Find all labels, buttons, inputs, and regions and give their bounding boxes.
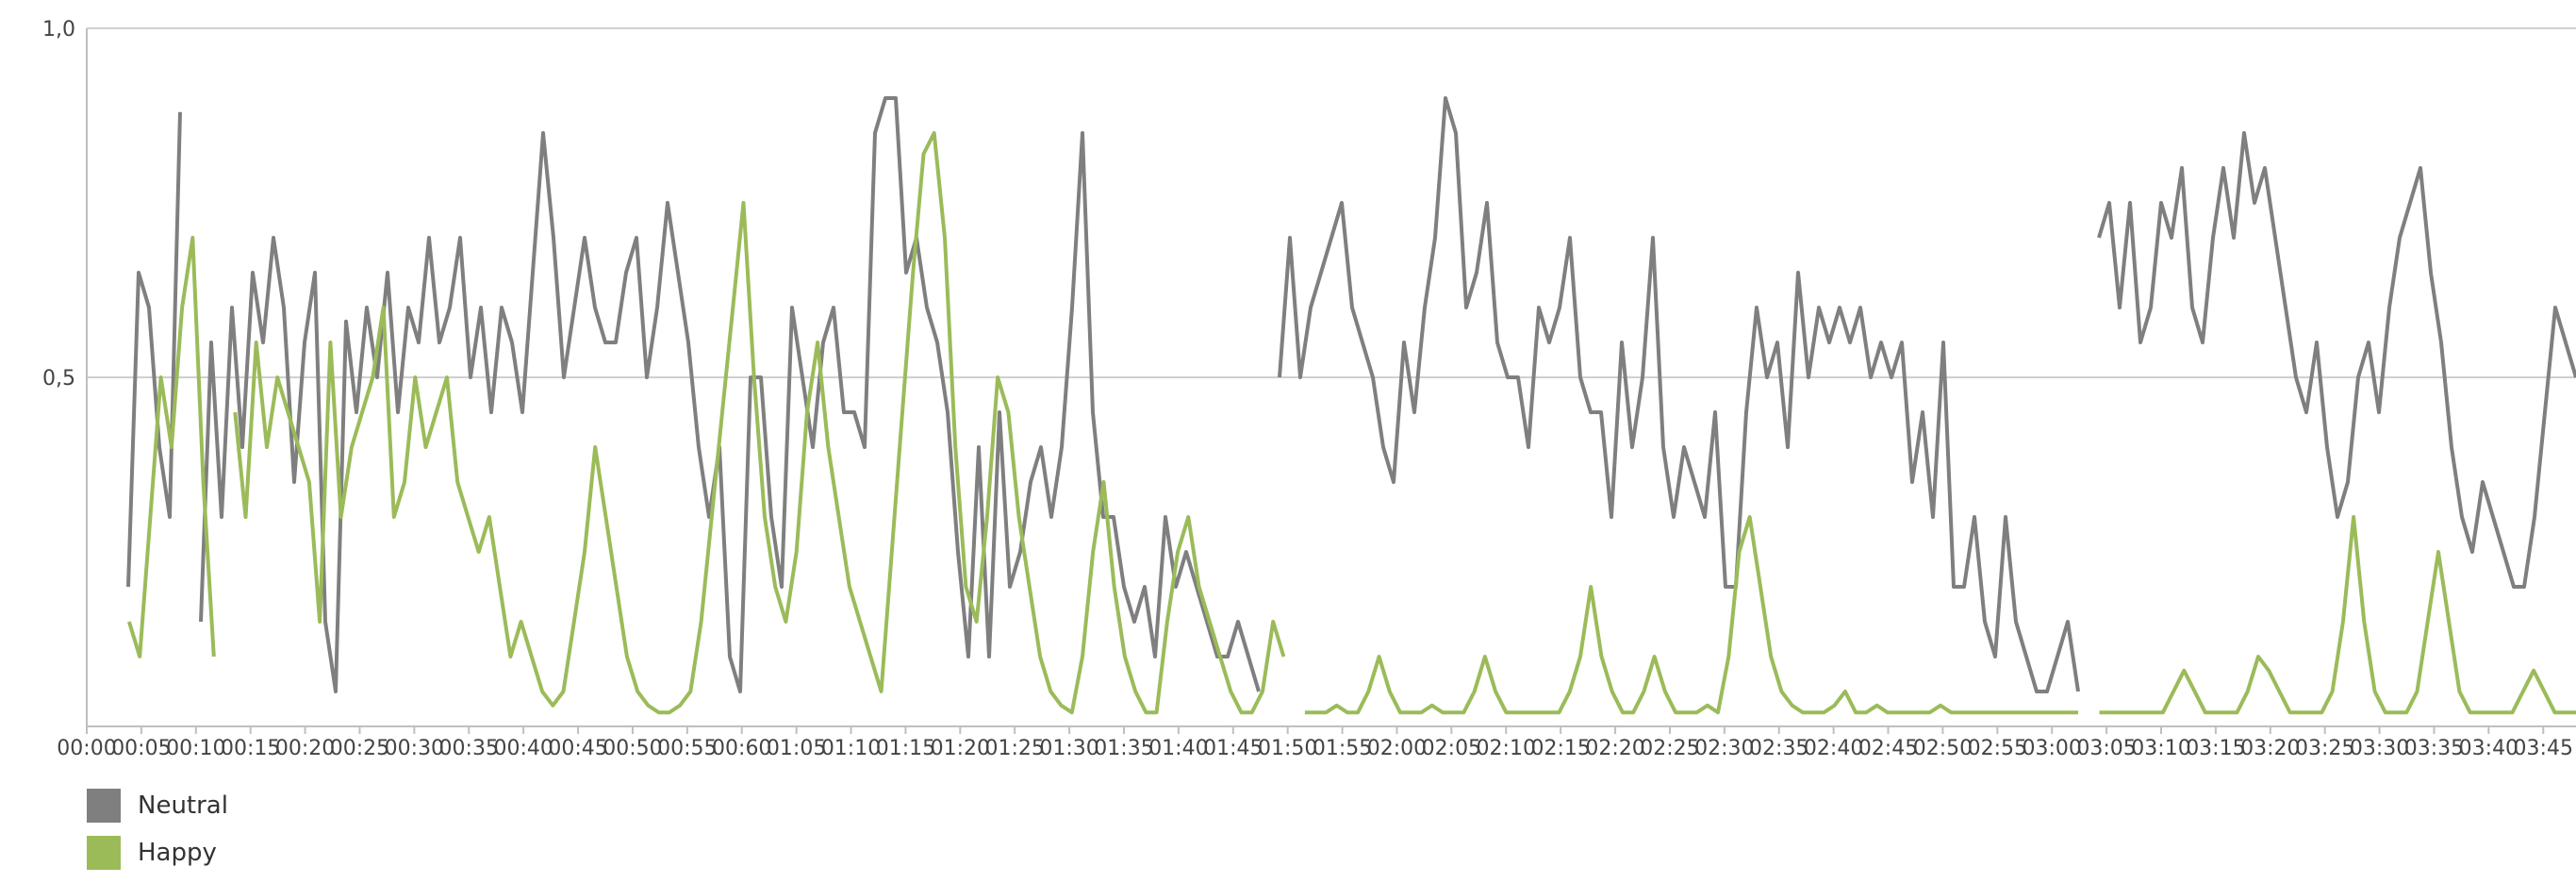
tick-layer: 1,00,500:0000:0500:1000:1500:2000:2500:3… bbox=[42, 18, 2573, 760]
x-tick-label-15: 01:15 bbox=[876, 737, 935, 760]
x-tick-label-24: 02:00 bbox=[1367, 737, 1427, 760]
x-tick-label-40: 03:20 bbox=[2240, 737, 2300, 760]
x-tick-label-32: 02:40 bbox=[1804, 737, 1863, 760]
x-tick-label-6: 00:30 bbox=[385, 737, 444, 760]
x-tick-label-28: 02:20 bbox=[1585, 737, 1644, 760]
x-tick-label-21: 01:45 bbox=[1203, 737, 1263, 760]
x-tick-label-17: 01:25 bbox=[985, 737, 1045, 760]
x-tick-label-0: 00:00 bbox=[57, 737, 116, 760]
y-tick-label-1: 0,5 bbox=[42, 367, 75, 391]
x-tick-label-31: 02:35 bbox=[1749, 737, 1808, 760]
x-tick-label-29: 02:25 bbox=[1640, 737, 1699, 760]
x-tick-label-42: 03:30 bbox=[2350, 737, 2409, 760]
grid-layer bbox=[87, 27, 2576, 378]
x-tick-label-27: 02:15 bbox=[1530, 737, 1590, 760]
x-tick-label-25: 02:05 bbox=[1422, 737, 1481, 760]
x-tick-label-18: 01:30 bbox=[1039, 737, 1098, 760]
x-tick-label-2: 00:10 bbox=[166, 737, 225, 760]
x-tick-label-33: 02:45 bbox=[1858, 737, 1918, 760]
series-line-neutral bbox=[126, 96, 2576, 693]
legend-swatch-neutral bbox=[87, 789, 121, 823]
x-tick-label-41: 03:25 bbox=[2295, 737, 2354, 760]
x-tick-label-3: 00:15 bbox=[221, 737, 280, 760]
legend-swatch-happy bbox=[87, 836, 121, 870]
legend: Neutral Happy bbox=[87, 787, 228, 881]
x-tick-label-12: 00:60 bbox=[712, 737, 771, 760]
legend-item-neutral[interactable]: Neutral bbox=[87, 787, 228, 825]
x-tick-label-1: 00:05 bbox=[111, 737, 171, 760]
x-tick-label-4: 00:20 bbox=[275, 737, 335, 760]
x-tick-label-43: 03:35 bbox=[2404, 737, 2464, 760]
x-tick-label-11: 00:55 bbox=[657, 737, 717, 760]
x-tick-label-20: 01:40 bbox=[1148, 737, 1208, 760]
x-tick-label-26: 02:10 bbox=[1477, 737, 1536, 760]
x-tick-label-36: 03:00 bbox=[2023, 737, 2082, 760]
y-tick-label-0: 1,0 bbox=[42, 18, 75, 42]
x-tick-label-7: 00:35 bbox=[439, 737, 499, 760]
axis-layer bbox=[86, 28, 2576, 734]
x-tick-label-30: 02:30 bbox=[1694, 737, 1754, 760]
x-tick-label-38: 03:10 bbox=[2131, 737, 2190, 760]
x-tick-label-35: 02:55 bbox=[1968, 737, 2027, 760]
x-tick-label-13: 01:05 bbox=[767, 737, 826, 760]
x-tick-label-9: 00:45 bbox=[548, 737, 607, 760]
legend-item-happy[interactable]: Happy bbox=[87, 834, 228, 872]
x-tick-label-22: 01:50 bbox=[1258, 737, 1317, 760]
x-tick-label-37: 03:05 bbox=[2076, 737, 2136, 760]
x-tick-label-34: 02:50 bbox=[1913, 737, 1973, 760]
x-tick-label-5: 00:25 bbox=[330, 737, 389, 760]
legend-label-happy: Happy bbox=[138, 839, 217, 867]
x-tick-label-10: 00:50 bbox=[603, 737, 662, 760]
x-tick-label-23: 01:55 bbox=[1313, 737, 1372, 760]
series-layer bbox=[126, 96, 2576, 715]
x-tick-label-39: 03:15 bbox=[2186, 737, 2245, 760]
x-tick-label-14: 01:10 bbox=[821, 737, 881, 760]
series-line-happy bbox=[126, 131, 2576, 715]
x-tick-label-8: 00:40 bbox=[493, 737, 553, 760]
x-tick-label-44: 03:40 bbox=[2459, 737, 2518, 760]
legend-label-neutral: Neutral bbox=[138, 791, 228, 820]
x-tick-label-45: 03:45 bbox=[2514, 737, 2573, 760]
x-tick-label-19: 01:35 bbox=[1094, 737, 1153, 760]
x-tick-label-16: 01:20 bbox=[931, 737, 990, 760]
